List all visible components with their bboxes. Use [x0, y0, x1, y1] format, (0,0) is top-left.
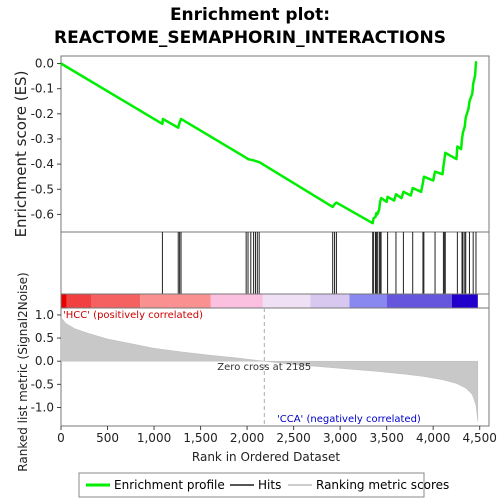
metric-ytick-label: -1.0 — [31, 400, 54, 414]
legend-label-enrichment: Enrichment profile — [114, 478, 225, 492]
heat-segment — [349, 294, 387, 308]
metric-panel: 1.0 0.5 0.0 -0.5 -1.0 'HCC' (positively corre… — [31, 307, 490, 427]
metric-ytick-label: 1.0 — [35, 308, 54, 322]
negative-correlation-label: 'CCA' (negatively correlated) — [277, 414, 421, 425]
heat-segment — [66, 294, 92, 308]
chart-title-line1: Enrichment plot: — [170, 5, 330, 25]
es-panel: 0.0 -0.1 -0.2 -0.3 -0.4 -0.5 -0.6 — [31, 55, 490, 233]
chart-title-line2: REACTOME_SEMAPHORIN_INTERACTIONS — [54, 28, 446, 48]
es-ytick-label: -0.5 — [31, 182, 54, 196]
xtick-label: 2,000 — [230, 431, 264, 445]
heat-segment — [310, 294, 350, 308]
xtick-label: 500 — [96, 431, 119, 445]
heat-segment — [451, 294, 478, 308]
heat-segment — [91, 294, 141, 308]
heat-segment — [262, 294, 311, 308]
hits-frame — [60, 231, 490, 295]
xtick-label: 2,500 — [276, 431, 310, 445]
hits-panel — [60, 231, 490, 295]
legend-label-ranking: Ranking metric scores — [316, 478, 449, 492]
ranking-metric-area — [60, 316, 479, 422]
positive-correlation-label: 'HCC' (positively correlated) — [63, 310, 203, 321]
es-ylabel: Enrichment score (ES) — [12, 71, 30, 238]
legend: Enrichment profile Hits Ranking metric sco… — [78, 472, 449, 498]
es-ytick-label: -0.2 — [31, 107, 54, 121]
heat-segment — [210, 294, 263, 308]
metric-ytick-label: 0.0 — [35, 354, 54, 368]
xtick-label: 4,500 — [463, 431, 497, 445]
metric-ylabel: Ranked list metric (Signal2Noise) — [16, 272, 30, 471]
heat-bar — [60, 293, 490, 309]
es-ytick-label: -0.3 — [31, 132, 54, 146]
es-ytick-label: -0.1 — [31, 82, 54, 96]
es-ytick-label: -0.4 — [31, 157, 54, 171]
heat-segment — [61, 294, 67, 308]
xtick-label: 4,000 — [416, 431, 450, 445]
heat-segment — [140, 294, 211, 308]
xtick-label: 0 — [57, 431, 65, 445]
heat-segment — [386, 294, 452, 308]
es-plot-frame — [60, 55, 490, 233]
enrichment-profile-line — [60, 61, 478, 225]
es-ytick-label: 0.0 — [35, 57, 54, 71]
xtick-label: 3,500 — [369, 431, 403, 445]
xlabel: Rank in Ordered Dataset — [192, 450, 340, 464]
xtick-label: 1,000 — [137, 431, 171, 445]
xtick-label: 1,500 — [183, 431, 217, 445]
x-axis: 0 500 1,000 1,500 2,000 2,500 3,000 3,500 4,000 4… — [57, 426, 497, 445]
legend-label-hits: Hits — [258, 478, 281, 492]
es-ytick-label: -0.6 — [31, 207, 54, 221]
metric-ytick-label: -0.5 — [31, 377, 54, 391]
zero-cross-label: Zero cross at 2185 — [217, 362, 311, 373]
metric-ytick-label: 0.5 — [35, 331, 54, 345]
xtick-label: 3,000 — [323, 431, 357, 445]
